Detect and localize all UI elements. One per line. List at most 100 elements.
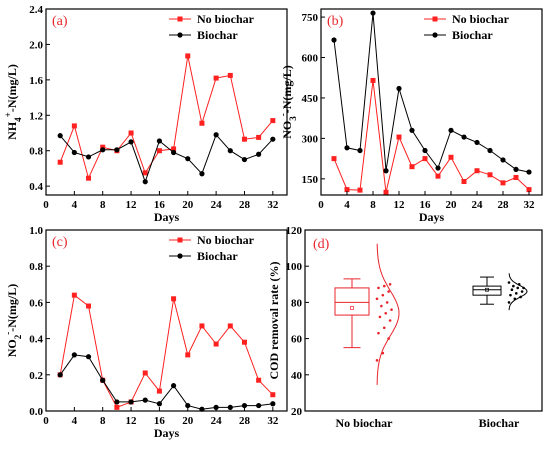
data-point [57, 372, 63, 378]
data-point [270, 118, 276, 124]
x-tick-label: 8 [370, 199, 376, 211]
series-line [333, 12, 530, 173]
data-point [213, 75, 219, 81]
data-point [170, 149, 177, 156]
data-point [227, 323, 233, 329]
x-tick-label: 20 [182, 415, 194, 427]
data-point [474, 139, 480, 146]
x-tick-label: 16 [154, 199, 166, 211]
data-point [514, 292, 518, 295]
data-point [422, 156, 428, 162]
y-tick-label: 600 [302, 53, 319, 65]
y-tick-label: 2.0 [29, 39, 43, 51]
x-axis-label: Days [154, 210, 180, 224]
data-point [375, 297, 379, 301]
x-axis-label: Days [154, 426, 180, 440]
y-axis-label: NO3--N(mg/L) [278, 65, 298, 139]
x-tick-label: 4 [72, 415, 78, 427]
x-tick-label: 4 [344, 199, 350, 211]
data-point [241, 156, 248, 163]
data-point [461, 179, 467, 185]
data-point [380, 304, 383, 308]
data-point [331, 37, 337, 43]
data-point [370, 77, 376, 83]
data-point [474, 168, 480, 174]
series-line [59, 354, 273, 410]
data-point [370, 10, 376, 16]
data-point [377, 286, 380, 290]
series-biochar [57, 132, 276, 185]
data-point [344, 145, 350, 151]
y-tick-label: 0.0 [29, 406, 43, 418]
data-point [409, 127, 415, 133]
x-tick-label: 32 [267, 199, 279, 211]
data-point [185, 156, 191, 162]
data-point [510, 288, 514, 292]
data-point [170, 383, 177, 389]
data-point [256, 151, 262, 157]
data-point [114, 147, 120, 153]
x-tick-label: 24 [472, 199, 484, 211]
data-point [199, 323, 205, 329]
panel-1: 0 4 8 12 16 20 24 28 32 0.4 0.8 1.2 1.6 2.0 2.4 Days NH4… [3, 4, 288, 224]
data-point [85, 354, 92, 360]
panel-3: 0 4 8 12 16 20 24 28 32 0.0 0.2 0.4 0.6 0.8 1.0 Days NO2… [3, 225, 288, 440]
data-point [142, 170, 148, 176]
y-axis-label: COD removal rate (%) [267, 261, 281, 379]
data-point [142, 370, 148, 376]
data-point [382, 284, 386, 288]
data-point [185, 352, 191, 358]
box-group-no-biochar: No biochar [334, 243, 400, 430]
legend-label: No biochar [197, 12, 255, 26]
data-point [526, 169, 532, 175]
legend-label: Biochar [197, 28, 238, 42]
panel-label: (a) [52, 14, 68, 29]
legend-entry: Biochar [169, 249, 238, 263]
y-axis-label: NH4+-N(mg/L) [3, 64, 23, 140]
x-axis-label: Days [419, 210, 445, 224]
plot-frame [304, 229, 543, 412]
x-tick-label: 24 [211, 415, 223, 427]
data-point [156, 401, 163, 407]
series-no-biochar [57, 53, 276, 181]
data-point [270, 392, 276, 398]
x-tick-label: 32 [267, 415, 279, 427]
plot-frame [320, 8, 543, 196]
y-tick-label: 80 [291, 297, 303, 309]
y-tick-label: 0.6 [29, 297, 43, 309]
series-biochar [57, 352, 276, 412]
data-point [156, 138, 163, 144]
data-point [435, 165, 441, 171]
data-point [435, 173, 441, 179]
y-tick-label: 120 [286, 225, 303, 237]
data-point [100, 144, 106, 150]
data-point [500, 180, 506, 186]
x-category-label: Biochar [479, 416, 520, 430]
panel-2: 0 4 8 12 16 20 24 28 32 150 300 450 600 750 Days NO3--N… [278, 8, 543, 224]
legend-marker [177, 16, 183, 22]
series-no-biochar [331, 77, 532, 195]
x-tick-label: 16 [420, 199, 432, 211]
data-point [357, 147, 363, 154]
data-point [256, 377, 262, 383]
data-point [384, 311, 388, 315]
x-tick-label: 20 [446, 199, 458, 211]
x-tick-label: 12 [126, 415, 138, 427]
panel-label: (d) [313, 237, 330, 252]
data-point [57, 159, 63, 165]
data-point [357, 187, 363, 193]
y-tick-label: 750 [302, 12, 319, 24]
data-point [114, 399, 120, 405]
legend-label: Biochar [197, 249, 238, 263]
y-tick-label: 0.8 [29, 146, 43, 158]
x-tick-label: 24 [211, 199, 223, 211]
data-point [526, 187, 532, 193]
data-point [199, 171, 205, 177]
data-point [128, 130, 134, 136]
x-tick-label: 4 [72, 199, 78, 211]
data-point [128, 139, 134, 145]
data-point [507, 301, 511, 304]
data-point [512, 284, 515, 288]
legend-entry: Biochar [169, 28, 238, 42]
